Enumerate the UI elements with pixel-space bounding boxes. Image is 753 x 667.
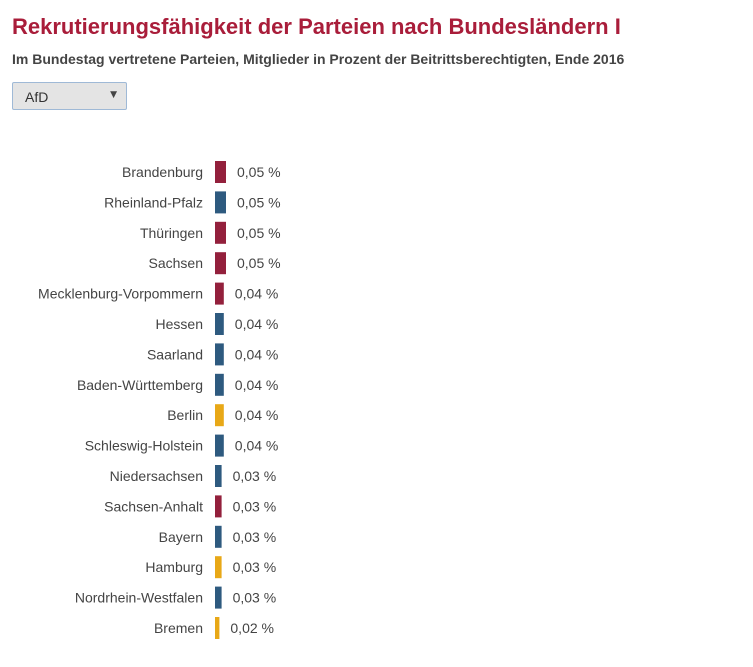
bar bbox=[215, 617, 220, 639]
party-select[interactable]: AfD ▼ bbox=[12, 82, 127, 110]
bar bbox=[215, 556, 222, 579]
category-label: Bremen bbox=[154, 620, 203, 636]
value-label: 0,04 % bbox=[235, 438, 279, 454]
chart-subtitle: Im Bundestag vertretene Parteien, Mitgli… bbox=[12, 51, 625, 67]
category-label: Baden-Württemberg bbox=[77, 377, 203, 393]
bar-chart: Brandenburg 0,05 % Rheinland-Pfalz 0,05 % Th… bbox=[38, 161, 281, 639]
bar bbox=[215, 252, 226, 275]
bar bbox=[215, 221, 226, 244]
bar bbox=[215, 586, 222, 609]
bar bbox=[215, 434, 224, 457]
value-label: 0,05 % bbox=[237, 255, 281, 271]
category-label: Sachsen bbox=[149, 255, 203, 271]
bar bbox=[215, 282, 224, 305]
value-label: 0,03 % bbox=[233, 529, 277, 545]
category-label: Sachsen-Anhalt bbox=[104, 498, 203, 514]
value-label: 0,04 % bbox=[235, 346, 279, 362]
value-label: 0,03 % bbox=[233, 559, 277, 575]
category-label: Thüringen bbox=[140, 225, 203, 241]
category-label: Nordrhein-Westfalen bbox=[75, 590, 203, 606]
bar bbox=[215, 373, 224, 396]
value-label: 0,05 % bbox=[237, 164, 281, 180]
bar bbox=[215, 161, 226, 183]
category-label: Brandenburg bbox=[122, 164, 203, 180]
bar bbox=[215, 191, 226, 214]
value-label: 0,03 % bbox=[233, 498, 277, 514]
category-label: Niedersachsen bbox=[110, 468, 203, 484]
bar bbox=[215, 404, 224, 427]
category-label: Mecklenburg-Vorpommern bbox=[38, 286, 203, 302]
bar bbox=[215, 495, 222, 518]
value-label: 0,05 % bbox=[237, 194, 281, 210]
value-label: 0,04 % bbox=[235, 377, 279, 393]
category-label: Hamburg bbox=[145, 559, 203, 575]
bar bbox=[215, 525, 222, 548]
party-select-value: AfD bbox=[25, 89, 49, 105]
bar bbox=[215, 465, 222, 487]
category-label: Bayern bbox=[159, 529, 203, 545]
category-label: Saarland bbox=[147, 346, 203, 362]
category-label: Hessen bbox=[156, 316, 203, 332]
value-label: 0,03 % bbox=[233, 590, 277, 606]
value-label: 0,04 % bbox=[235, 407, 279, 423]
value-label: 0,05 % bbox=[237, 225, 281, 241]
category-label: Rheinland-Pfalz bbox=[104, 194, 203, 210]
value-label: 0,03 % bbox=[233, 468, 277, 484]
category-label: Berlin bbox=[167, 407, 203, 423]
bar bbox=[215, 313, 224, 335]
chart-title: Rekrutierungsfähigkeit der Parteien nach… bbox=[12, 14, 621, 39]
value-label: 0,04 % bbox=[235, 316, 279, 332]
bar bbox=[215, 343, 224, 366]
value-label: 0,02 % bbox=[230, 620, 274, 636]
category-label: Schleswig-Holstein bbox=[85, 438, 203, 454]
triangle-down-icon: ▼ bbox=[110, 90, 117, 100]
value-label: 0,04 % bbox=[235, 286, 279, 302]
